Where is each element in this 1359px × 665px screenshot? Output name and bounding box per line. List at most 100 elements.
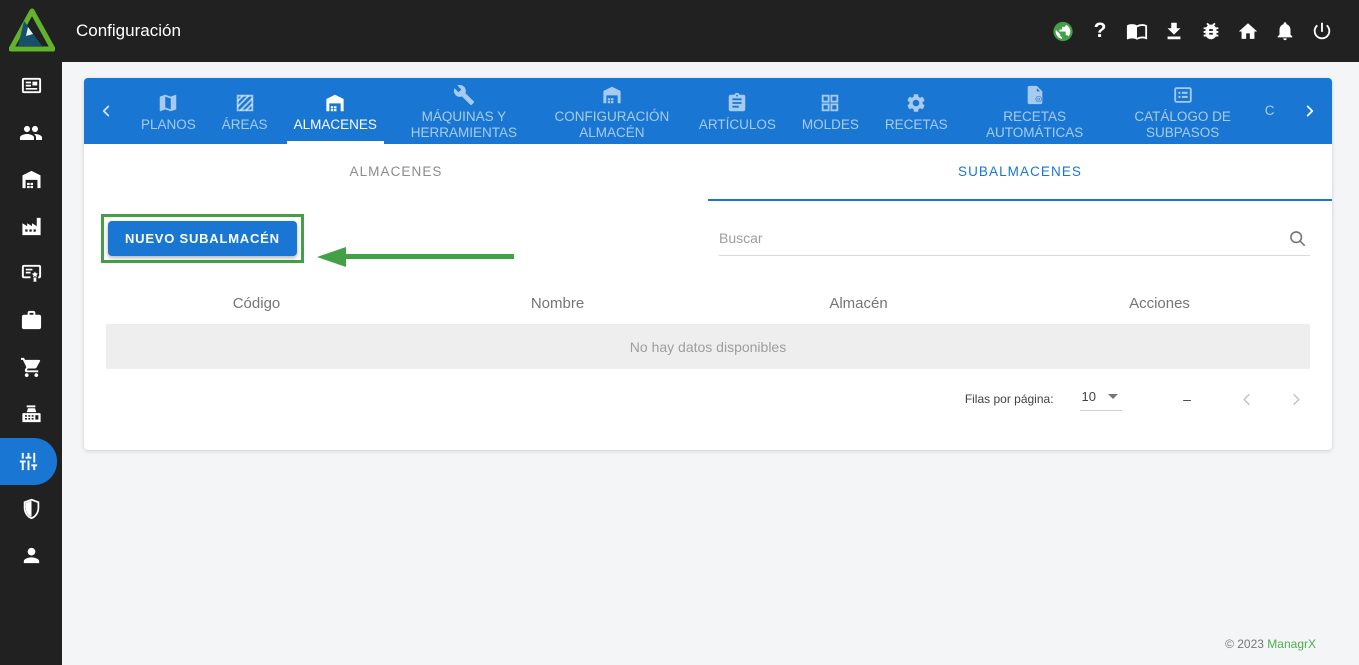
- tab-maquinas-herramientas[interactable]: MÁQUINAS Y HERRAMIENTAS: [390, 78, 538, 144]
- content-card: PLANOS ÁREAS ALMACENES MÁQUINAS Y HERRAM…: [84, 78, 1332, 450]
- sidebar-item-cash-register[interactable]: [0, 391, 62, 438]
- rows-per-page-select[interactable]: 10: [1079, 387, 1122, 411]
- certificate-icon: [20, 262, 43, 285]
- chevron-down-icon: [1108, 394, 1118, 399]
- tab-label: RECETAS: [884, 116, 948, 132]
- table-empty-state: No hay datos disponibles: [106, 325, 1310, 369]
- sidebar-item-security[interactable]: [0, 485, 62, 532]
- warehouse-icon: [601, 82, 623, 106]
- gear-icon: [905, 90, 927, 114]
- bug-report-icon[interactable]: [1200, 20, 1222, 42]
- tab-catalogo-subpasos[interactable]: CATÁLOGO DE SUBPASOS: [1109, 78, 1257, 144]
- user-icon: [20, 544, 43, 567]
- module-tabbar: PLANOS ÁREAS ALMACENES MÁQUINAS Y HERRAM…: [84, 78, 1332, 144]
- document-gear-icon: [1024, 82, 1046, 106]
- pagination-range: –: [1183, 391, 1191, 407]
- tab-moldes[interactable]: MOLDES: [789, 78, 872, 144]
- sidebar-item-cart[interactable]: [0, 344, 62, 391]
- home-icon[interactable]: [1237, 20, 1259, 42]
- download-icon[interactable]: [1163, 20, 1185, 42]
- tab-label: ÁREAS: [221, 116, 268, 132]
- search-input[interactable]: [719, 224, 1310, 256]
- app-logo-icon: [9, 8, 55, 54]
- sidebar-item-factory[interactable]: [0, 203, 62, 250]
- tab-partial[interactable]: C: [1257, 78, 1283, 144]
- tab-label: PLANOS: [141, 116, 196, 132]
- footer: © 2023 ManagrX: [1225, 637, 1316, 651]
- main-content: PLANOS ÁREAS ALMACENES MÁQUINAS Y HERRAM…: [62, 62, 1359, 665]
- subtab-subalmacenes[interactable]: SUBALMACENES: [708, 144, 1332, 201]
- tab-label: ARTÍCULOS: [698, 116, 776, 132]
- column-header-acciones: Acciones: [1129, 295, 1190, 312]
- toolbar: NUEVO SUBALMACÉN: [84, 201, 1332, 283]
- tab-almacenes[interactable]: ALMACENES: [281, 78, 390, 144]
- shield-icon: [20, 497, 43, 520]
- rows-per-page-value: 10: [1081, 389, 1096, 404]
- chevron-left-icon: [97, 102, 115, 120]
- search-icon[interactable]: [1287, 228, 1308, 249]
- tab-label: CATÁLOGO DE SUBPASOS: [1134, 108, 1231, 140]
- globe-icon[interactable]: [1052, 20, 1074, 42]
- sidebar-item-warehouse[interactable]: [0, 156, 62, 203]
- sidebar-item-toolbox[interactable]: [0, 297, 62, 344]
- tab-label: RECETAS AUTOMÁTICAS: [986, 108, 1084, 140]
- brand-link[interactable]: ManagrX: [1267, 637, 1316, 651]
- users-icon: [19, 121, 43, 145]
- wrench-icon: [453, 82, 475, 106]
- tab-label: MÁQUINAS Y HERRAMIENTAS: [410, 108, 517, 140]
- grid-icon: [819, 90, 841, 114]
- list-card-icon: [1172, 82, 1194, 106]
- sidebar-item-certificate[interactable]: [0, 250, 62, 297]
- tab-recetas[interactable]: RECETAS: [872, 78, 961, 144]
- page-title: Configuración: [76, 21, 181, 40]
- tabs-scroll-prev-button[interactable]: [84, 78, 128, 144]
- tab-areas[interactable]: ÁREAS: [209, 78, 281, 144]
- column-header-codigo: Código: [232, 295, 281, 312]
- tab-articulos[interactable]: ARTÍCULOS: [686, 78, 789, 144]
- copyright-text: © 2023: [1225, 637, 1264, 651]
- pagination-next-button[interactable]: [1282, 385, 1310, 413]
- tab-planos[interactable]: PLANOS: [128, 78, 209, 144]
- warehouse-icon: [324, 90, 346, 114]
- notifications-icon[interactable]: [1274, 20, 1296, 42]
- pagination-prev-button[interactable]: [1232, 385, 1260, 413]
- subtabs: ALMACENES SUBALMACENES: [84, 144, 1332, 201]
- column-header-almacen: Almacén: [829, 295, 888, 312]
- pagination: Filas por página: 10 –: [106, 385, 1310, 413]
- subtab-almacenes[interactable]: ALMACENES: [349, 164, 443, 179]
- tab-label: ALMACENES: [293, 116, 377, 132]
- map-icon: [157, 90, 179, 114]
- sidebar-item-news[interactable]: [0, 62, 62, 109]
- factory-icon: [20, 215, 43, 238]
- tab-label: C: [1264, 103, 1275, 119]
- sidebar-item-settings[interactable]: [0, 438, 57, 485]
- tab-label: CONFIGURACIÓN ALMACÉN: [554, 108, 670, 140]
- header-actions: ?: [1052, 0, 1333, 62]
- toolbox-icon: [20, 309, 43, 332]
- annotation-arrow-icon: [317, 245, 514, 269]
- app-header: Configuración ?: [0, 0, 1359, 62]
- new-subwarehouse-button[interactable]: NUEVO SUBALMACÉN: [108, 221, 297, 256]
- tab-configuracion-almacen[interactable]: CONFIGURACIÓN ALMACÉN: [538, 78, 686, 144]
- sliders-icon: [17, 450, 40, 473]
- hatched-area-icon: [234, 90, 256, 114]
- search-field: [719, 224, 1310, 256]
- power-icon[interactable]: [1311, 20, 1333, 42]
- subwarehouses-table: Código Nombre Almacén Acciones No hay da…: [106, 283, 1310, 369]
- module-tabs: PLANOS ÁREAS ALMACENES MÁQUINAS Y HERRAM…: [128, 78, 1288, 144]
- tab-label: MOLDES: [801, 116, 859, 132]
- annotation-highlight-box: NUEVO SUBALMACÉN: [101, 214, 304, 263]
- sidebar-nav: [0, 62, 62, 665]
- docs-book-icon[interactable]: [1126, 20, 1148, 42]
- clipboard-icon: [726, 90, 748, 114]
- news-icon: [20, 74, 43, 97]
- column-header-nombre: Nombre: [530, 295, 585, 312]
- sidebar-item-account[interactable]: [0, 532, 62, 579]
- help-icon[interactable]: ?: [1093, 19, 1107, 42]
- chevron-right-icon: [1301, 102, 1319, 120]
- warehouse-icon: [20, 168, 43, 191]
- tabs-scroll-next-button[interactable]: [1288, 78, 1332, 144]
- sidebar-item-users[interactable]: [0, 109, 62, 156]
- cash-register-icon: [20, 403, 43, 426]
- tab-recetas-automaticas[interactable]: RECETAS AUTOMÁTICAS: [961, 78, 1109, 144]
